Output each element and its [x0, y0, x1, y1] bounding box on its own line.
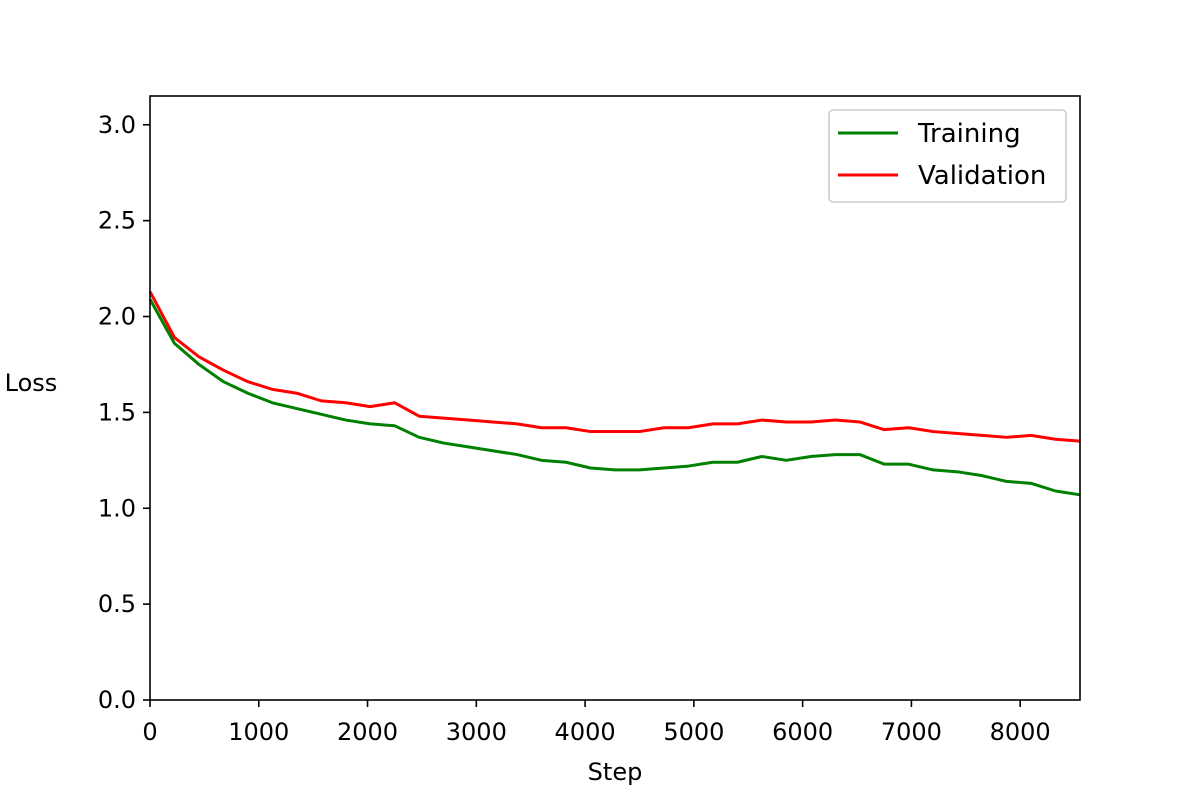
x-tick-label: 2000: [337, 718, 398, 746]
y-tick-label: 0.0: [98, 686, 136, 714]
plot-area: [148, 290, 1081, 497]
x-tick-label: 7000: [881, 718, 942, 746]
x-tick-label: 4000: [555, 718, 616, 746]
y-tick-label: 2.0: [98, 303, 136, 331]
x-tick-label: 0: [142, 718, 157, 746]
y-tick-label: 0.5: [98, 590, 136, 618]
y-tick-label: 3.0: [98, 111, 136, 139]
y-tick-label: 1.0: [98, 494, 136, 522]
series-line-validation: [148, 290, 1081, 443]
axes-frame: [149, 95, 1081, 701]
y-axis-label: Loss: [5, 369, 58, 397]
series-line-training: [148, 298, 1081, 497]
x-axis-label: Step: [588, 758, 643, 786]
legend: Training Validation: [828, 109, 1067, 203]
legend-label-validation: Validation: [918, 161, 1046, 191]
y-tick-label: 2.5: [98, 207, 136, 235]
legend-label-training: Training: [917, 119, 1021, 149]
x-tick-label: 1000: [228, 718, 289, 746]
x-tick-label: 8000: [990, 718, 1051, 746]
axes: 0 1000 2000 3000 4000 5000 6000 7000 8000 0.0 0.5 1…: [98, 95, 1081, 746]
x-tick-label: 5000: [663, 718, 724, 746]
x-tick-label: 3000: [446, 718, 507, 746]
y-tick-label: 1.5: [98, 398, 136, 426]
x-tick-label: 6000: [772, 718, 833, 746]
